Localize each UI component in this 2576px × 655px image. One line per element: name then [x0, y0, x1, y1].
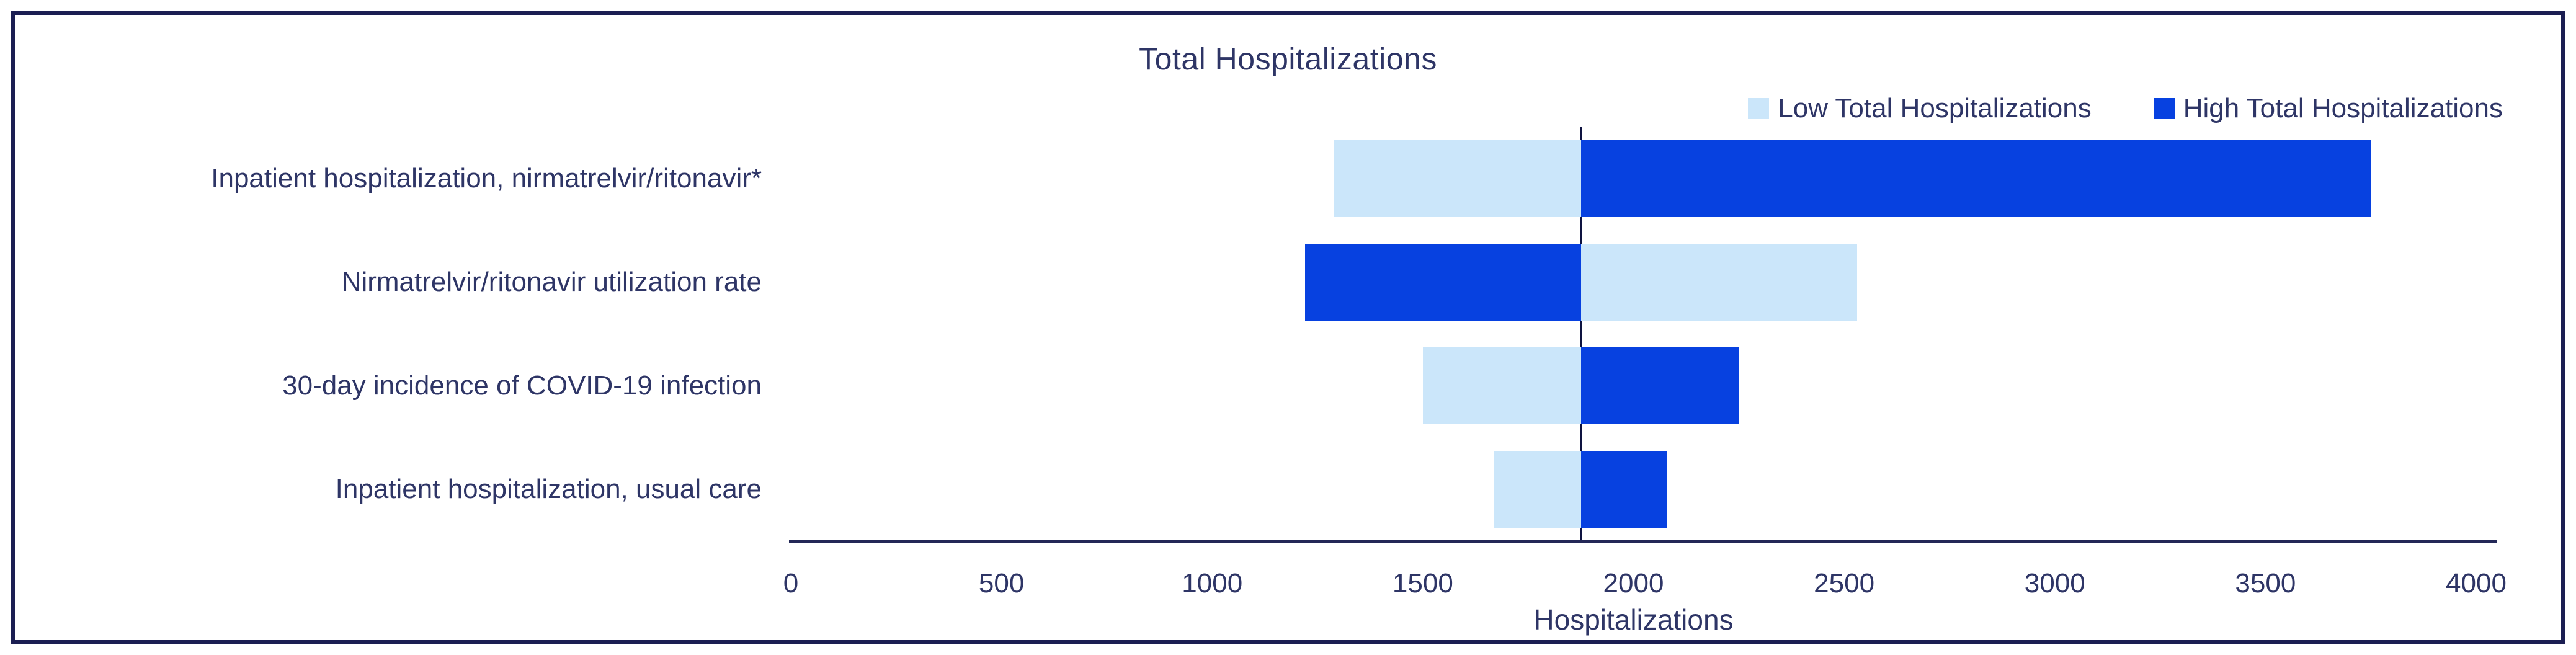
bar-low [1334, 140, 1581, 218]
x-axis-tick-label: 0 [783, 568, 799, 599]
plot-area [791, 127, 2476, 541]
x-axis-title: Hospitalizations [1533, 604, 1734, 636]
legend-swatch-low-icon [1748, 98, 1770, 119]
x-axis-tick-label: 3500 [2235, 568, 2296, 599]
baseline-reference-line [1580, 127, 1582, 541]
x-axis-tick-label: 4000 [2446, 568, 2507, 599]
bar-low [1494, 450, 1581, 528]
bar-high [1304, 244, 1581, 321]
x-axis-tick-label: 2000 [1603, 568, 1664, 599]
category-label: Inpatient hospitalization, usual care [335, 473, 762, 504]
legend-swatch-high-icon [2153, 98, 2175, 119]
category-label: Inpatient hospitalization, nirmatrelvir/… [211, 163, 762, 194]
legend-label-low: Low Total Hospitalizations [1778, 93, 2092, 123]
x-axis-tick-label: 500 [978, 568, 1025, 599]
bar-high [1580, 140, 2371, 218]
bar-low [1580, 244, 1857, 321]
chart-title: Total Hospitalizations [1139, 42, 1437, 76]
bar-high [1580, 347, 1739, 424]
category-label: Nirmatrelvir/ritonavir utilization rate [341, 267, 762, 298]
bar-low [1422, 347, 1581, 424]
x-axis-line [789, 540, 2497, 543]
x-axis-tick-label: 1000 [1182, 568, 1243, 599]
legend-label-high: High Total Hospitalizations [2183, 93, 2503, 123]
x-axis-tick-label: 2500 [1814, 568, 1875, 599]
x-axis-tick-label: 1500 [1392, 568, 1453, 599]
x-axis-tick-label: 3000 [2024, 568, 2085, 599]
bar-high [1580, 450, 1667, 528]
legend-item-low: Low Total Hospitalizations [1748, 93, 2092, 124]
legend: Low Total Hospitalizations High Total Ho… [1748, 93, 2503, 124]
legend-item-high: High Total Hospitalizations [2153, 93, 2503, 124]
category-label: 30-day incidence of COVID-19 infection [282, 370, 762, 401]
